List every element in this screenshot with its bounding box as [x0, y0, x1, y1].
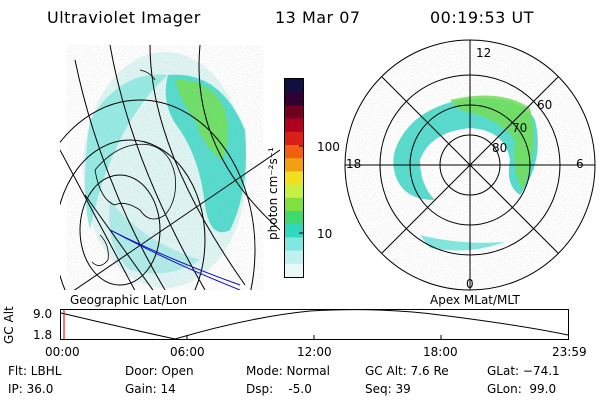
- colorbar-segment: [285, 224, 303, 238]
- status-ip: IP: 36.0: [8, 382, 54, 396]
- colorbar-segment: [285, 92, 303, 106]
- status-seq: Seq: 39: [365, 382, 411, 396]
- status-mode: Mode: Normal: [246, 364, 330, 378]
- colorbar: [284, 78, 304, 278]
- colorbar-segment: [285, 171, 303, 186]
- mlat-label-60: 60: [537, 98, 553, 112]
- colorbar-segment: [285, 145, 303, 159]
- altitude-plot: [60, 309, 569, 340]
- colorbar-segment: [285, 105, 303, 120]
- polar-grid: [344, 39, 596, 291]
- colorbar-tick-10: 10: [317, 227, 333, 241]
- mlt-label-18: 18: [346, 157, 362, 171]
- time-label: 00:19:53 UT: [430, 8, 534, 27]
- colorbar-segment: [285, 250, 303, 265]
- altitude-curve: [60, 309, 569, 340]
- status-gain: Gain: 14: [125, 382, 176, 396]
- colorbar-segment: [285, 197, 303, 212]
- colorbar-tick-100: 100: [317, 140, 340, 154]
- time-tick-0000: 00:00: [45, 345, 80, 359]
- time-tick-0600: 06:00: [170, 345, 205, 359]
- mlt-label-6: 6: [576, 157, 584, 171]
- geo-grid: [60, 45, 280, 290]
- polar-map-label: Apex MLat/MLT: [430, 293, 520, 307]
- status-glat: GLat: −74.1: [487, 364, 560, 378]
- mlt-label-0: 0: [466, 277, 474, 291]
- instrument-title: Ultraviolet Imager: [47, 8, 201, 27]
- alt-tick-1.8: 1.8: [33, 328, 53, 342]
- colorbar-segment: [285, 211, 303, 225]
- alt-tick-9: 9.0: [33, 307, 53, 321]
- status-dsp: Dsp: -5.0: [246, 382, 312, 396]
- geo-aurora-image: [60, 45, 280, 290]
- time-tick-2359: 23:59: [552, 345, 587, 359]
- colorbar-segment: [285, 79, 303, 93]
- coastline: [91, 69, 176, 266]
- status-glon: GLon: 99.0: [487, 382, 557, 396]
- time-tick-1200: 12:00: [297, 345, 332, 359]
- colorbar-segment: [285, 184, 303, 199]
- colorbar-segment: [285, 158, 303, 172]
- colorbar-frame: [284, 78, 304, 278]
- colorbar-segment: [285, 131, 303, 146]
- time-tick-1800: 18:00: [423, 345, 458, 359]
- colorbar-segment: [285, 237, 303, 252]
- mlt-label-12: 12: [476, 46, 492, 60]
- status-door: Door: Open: [125, 364, 194, 378]
- alt-y-label: GC Alt: [2, 306, 16, 344]
- date-label: 13 Mar 07: [275, 8, 361, 27]
- mlat-label-80: 80: [492, 141, 508, 155]
- status-flt: Flt: LBHL: [8, 364, 62, 378]
- status-gc-alt: GC Alt: 7.6 Re: [365, 364, 449, 378]
- colorbar-segment: [285, 263, 303, 278]
- mlat-label-70: 70: [512, 121, 528, 135]
- colorbar-segment: [285, 118, 303, 133]
- geo-map-label: Geographic Lat/Lon: [70, 293, 188, 307]
